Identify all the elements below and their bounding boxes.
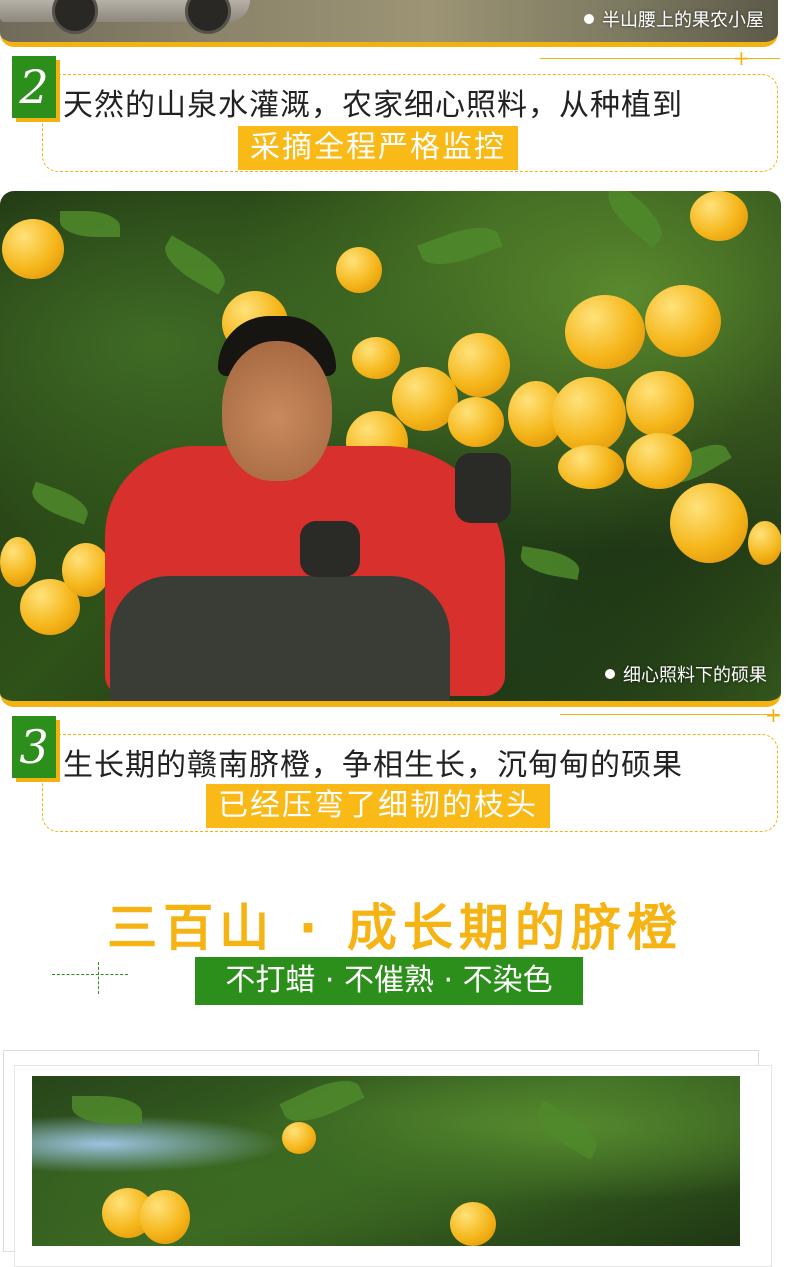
glove-thumb-up-icon	[300, 521, 360, 577]
hut-photo-caption: 半山腰上的果农小屋	[584, 6, 764, 32]
car-wheel-icon	[185, 0, 231, 34]
orange-fruit	[565, 295, 645, 369]
orange-fruit	[670, 483, 748, 563]
plus-deco-icon: +	[765, 703, 782, 727]
leaf-shape	[72, 1096, 142, 1124]
step3-box	[42, 734, 778, 832]
orange-fruit	[450, 1202, 496, 1246]
leaf-shape	[529, 1100, 605, 1160]
hut-photo: 半山腰上的果农小屋	[0, 0, 778, 47]
glove-icon	[455, 453, 511, 523]
orchard-photo	[32, 1076, 740, 1246]
leaf-shape	[417, 218, 503, 274]
hut-caption-text: 半山腰上的果农小屋	[602, 10, 764, 31]
car-wheel-icon	[52, 0, 98, 34]
divider-line	[52, 974, 128, 976]
step3-number-badge: 3	[12, 716, 56, 778]
person-pants	[110, 576, 450, 701]
grower-caption-text: 细心照料下的硕果	[623, 665, 767, 686]
step2-highlight: 采摘全程严格监控	[238, 126, 518, 170]
grower-photo-caption: 细心照料下的硕果	[605, 661, 767, 687]
plus-deco-icon	[98, 962, 100, 994]
person-face	[222, 341, 332, 481]
grower-photo: 细心照料下的硕果	[0, 191, 781, 707]
section-subtitle: 不打蜡 · 不催熟 · 不染色	[195, 957, 583, 1005]
orange-fruit	[282, 1122, 316, 1154]
orange-fruit	[626, 371, 694, 437]
leaf-shape	[518, 545, 582, 581]
orange-fruit	[448, 397, 504, 447]
leaf-shape	[157, 235, 233, 295]
orange-fruit	[140, 1190, 190, 1244]
orange-fruit	[392, 367, 458, 431]
dot-bullet-icon	[605, 669, 615, 679]
orange-fruit	[626, 433, 692, 489]
leaf-shape	[599, 191, 671, 249]
orange-fruit	[645, 285, 721, 357]
divider-line	[560, 714, 780, 715]
dot-bullet-icon	[584, 14, 594, 24]
section-title: 三百山 · 成长期的脐橙	[107, 899, 683, 957]
orange-fruit	[336, 247, 382, 293]
step3-text: 生长期的赣南脐橙，争相生长，沉甸甸的硕果	[63, 748, 683, 783]
orange-fruit	[2, 219, 64, 279]
orange-fruit	[690, 191, 748, 241]
orange-fruit	[352, 337, 400, 379]
leaf-shape	[60, 211, 120, 237]
orange-fruit	[448, 333, 510, 397]
step2-box	[42, 74, 778, 172]
step2-number-badge: 2	[12, 56, 56, 118]
orange-fruit	[558, 445, 624, 489]
leaf-shape	[27, 481, 93, 525]
step2-text: 天然的山泉水灌溉，农家细心照料，从种植到	[63, 88, 683, 123]
step3-highlight: 已经压弯了细韧的枝头	[206, 784, 550, 828]
orange-fruit	[0, 537, 36, 587]
orange-fruit	[62, 543, 110, 597]
orange-fruit	[552, 377, 626, 453]
divider-line	[540, 58, 780, 59]
orange-fruit	[748, 521, 781, 565]
